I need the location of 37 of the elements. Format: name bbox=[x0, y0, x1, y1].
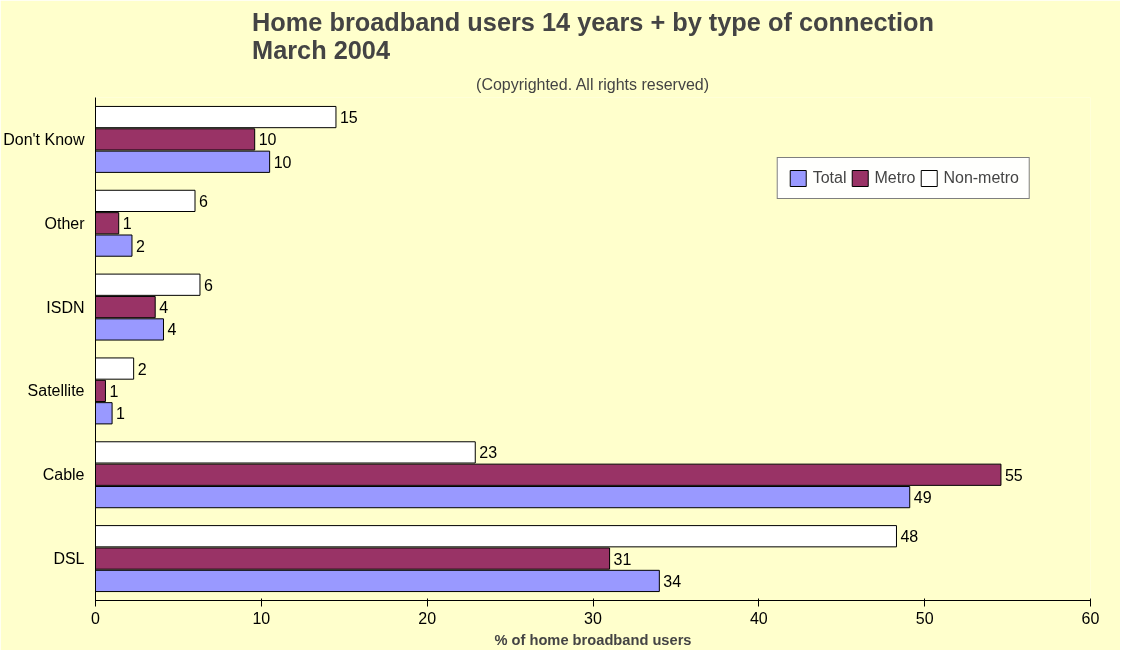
data-label: 10 bbox=[273, 153, 292, 171]
legend-label: Non-metro bbox=[943, 169, 1019, 187]
data-label: 34 bbox=[663, 572, 682, 590]
data-label: 4 bbox=[159, 299, 169, 317]
chart-title: Home broadband users 14 years + by type of connection March 2004 bbox=[252, 7, 934, 64]
y-tick-label: DSL bbox=[53, 550, 85, 568]
data-label: 1 bbox=[109, 382, 119, 400]
x-tick-label: 40 bbox=[749, 609, 768, 627]
data-label: 31 bbox=[613, 550, 632, 568]
data-label: 49 bbox=[913, 489, 932, 507]
x-tick-label: 30 bbox=[584, 609, 602, 627]
x-tick-label: 50 bbox=[915, 609, 934, 627]
data-label: 1 bbox=[116, 405, 126, 423]
y-tick-label: ISDN bbox=[46, 298, 85, 316]
data-label: 6 bbox=[203, 276, 213, 294]
x-axis-title: % of home broadband users bbox=[494, 631, 692, 648]
data-label: 48 bbox=[900, 528, 919, 546]
y-tick-label: Cable bbox=[42, 466, 85, 484]
data-label: 2 bbox=[135, 237, 145, 255]
x-tick-label: 0 bbox=[91, 609, 101, 627]
chart-subtitle: (Copyrighted. All rights reserved) bbox=[476, 75, 710, 93]
data-label: 55 bbox=[1004, 466, 1023, 484]
data-label: 10 bbox=[258, 131, 277, 149]
data-label: 4 bbox=[167, 321, 177, 339]
y-tick-label: Satellite bbox=[27, 382, 85, 400]
y-tick-label: Other bbox=[44, 214, 86, 232]
data-label: 23 bbox=[479, 444, 498, 462]
data-label: 1 bbox=[122, 215, 132, 233]
x-tick-label: 60 bbox=[1081, 609, 1100, 627]
data-label: 2 bbox=[137, 360, 147, 378]
x-tick-label: 10 bbox=[252, 609, 271, 627]
legend-label: Total bbox=[812, 169, 847, 187]
x-tick-label: 20 bbox=[418, 609, 437, 627]
legend-label: Metro bbox=[874, 169, 916, 187]
data-label: 6 bbox=[199, 192, 208, 210]
y-tick-label: Don't Know bbox=[3, 130, 85, 148]
data-label: 15 bbox=[339, 109, 358, 127]
